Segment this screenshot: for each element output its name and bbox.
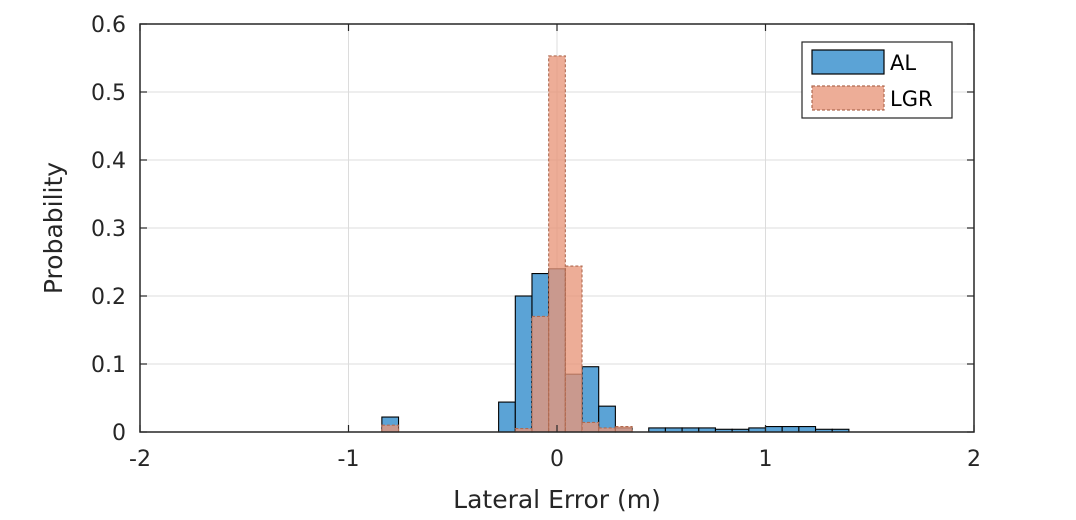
y-tick-label: 0.3	[91, 217, 126, 242]
series-lgr-bars	[381, 55, 633, 433]
histogram-bar-lgr	[614, 426, 633, 433]
x-axis-label: Lateral Error (m)	[453, 485, 661, 514]
x-tick-label: 1	[759, 447, 773, 472]
histogram-bar-lgr	[548, 55, 566, 433]
y-axis-label: Probability	[39, 162, 68, 294]
axis-ticks	[139, 23, 975, 433]
histogram-bar-lgr	[531, 315, 550, 433]
histogram-bar-lgr	[564, 265, 583, 433]
legend-swatch-al	[811, 49, 885, 75]
x-tick-label: 0	[550, 447, 564, 472]
x-tick-label: -2	[129, 447, 151, 472]
histogram-bar-lgr	[381, 424, 400, 433]
x-tick-label: -1	[338, 447, 360, 472]
histogram-bar-lgr	[514, 428, 533, 433]
y-tick-label: 0.2	[91, 285, 126, 310]
legend: AL LGR	[801, 41, 953, 119]
y-tick-label: 0.6	[91, 13, 126, 38]
x-tick-labels: -2 -1 0 1 2	[129, 447, 981, 472]
histogram-bar-al	[798, 426, 817, 433]
histogram-bar-lgr	[581, 421, 600, 433]
legend-label-al: AL	[890, 51, 916, 75]
legend-label-lgr: LGR	[890, 87, 933, 111]
histogram-bar-al	[781, 426, 800, 433]
y-tick-label: 0.4	[91, 149, 126, 174]
histogram-bar-al	[514, 295, 533, 433]
y-tick-label: 0.1	[91, 353, 126, 378]
histogram-bar-al	[764, 426, 783, 433]
histogram-bar-al	[498, 401, 516, 433]
y-tick-label: 0	[112, 421, 126, 446]
histogram-bar-lgr	[598, 427, 616, 433]
y-tick-label: 0.5	[91, 81, 126, 106]
legend-swatch-lgr	[811, 85, 885, 111]
y-tick-labels: 0 0.1 0.2 0.3 0.4 0.5 0.6	[91, 13, 126, 446]
x-tick-label: 2	[967, 447, 981, 472]
